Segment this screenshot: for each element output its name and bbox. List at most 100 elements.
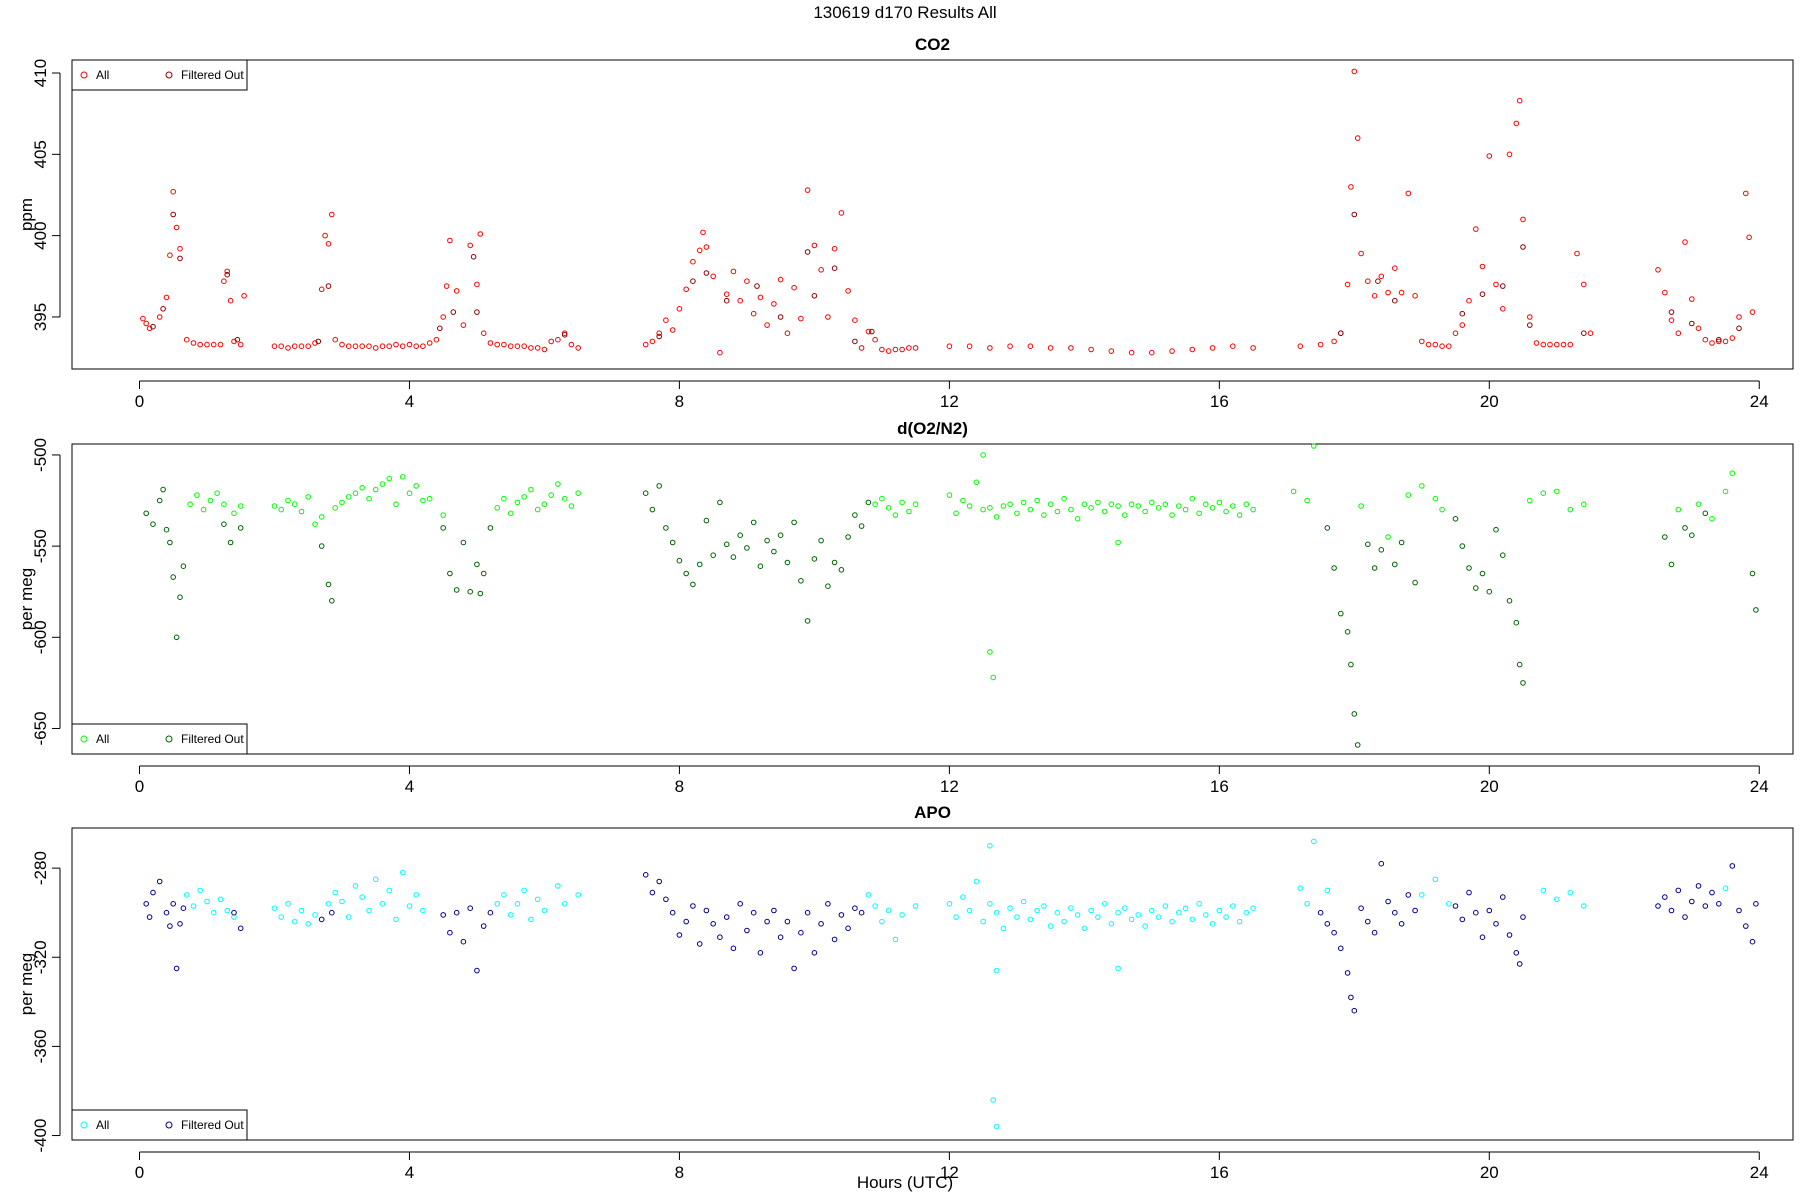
data-point: [207, 497, 214, 504]
data-point: [285, 497, 291, 504]
data-point: [177, 245, 183, 252]
data-point: [906, 508, 912, 515]
data-point: [1344, 281, 1351, 288]
data-point: [831, 559, 838, 566]
data-point: [1128, 349, 1135, 356]
data-point: [669, 909, 676, 916]
data-point: [177, 921, 183, 927]
data-point: [487, 909, 494, 916]
data-point: [899, 346, 905, 353]
data-point: [1378, 273, 1385, 280]
data-point: [825, 901, 831, 907]
data-point: [1348, 994, 1354, 1001]
data-point: [791, 284, 797, 291]
data-point: [1459, 543, 1466, 549]
data-point: [858, 909, 865, 916]
data-point: [649, 506, 656, 513]
data-point: [177, 594, 183, 601]
data-point: [703, 270, 710, 276]
x-tick-label: 8: [675, 777, 684, 796]
data-point: [501, 495, 507, 502]
data-point: [845, 534, 851, 540]
data-point: [1209, 345, 1216, 351]
data-point: [1479, 291, 1486, 298]
data-point: [453, 288, 460, 294]
data-point: [1500, 283, 1506, 289]
data-point: [163, 526, 170, 533]
data-point: [1581, 330, 1587, 337]
data-point: [1729, 470, 1736, 477]
data-point: [315, 338, 322, 345]
data-point: [1007, 905, 1013, 912]
data-point: [318, 916, 325, 923]
data-point: [1398, 921, 1405, 927]
x-tick-label: 16: [1210, 1163, 1229, 1182]
data-point: [1446, 901, 1452, 907]
x-tick-label: 24: [1750, 1163, 1769, 1182]
data-point: [406, 490, 413, 497]
data-point: [541, 346, 548, 353]
data-point: [757, 950, 764, 956]
data-point: [1419, 892, 1425, 898]
data-point: [966, 343, 973, 350]
data-point: [406, 341, 413, 348]
data-point: [329, 211, 335, 218]
data-point: [1169, 512, 1175, 518]
data-point: [1439, 506, 1445, 513]
y-tick-label: -650: [31, 711, 50, 745]
data-point: [663, 525, 669, 531]
data-point: [237, 503, 244, 509]
data-point: [163, 909, 170, 916]
data-point: [744, 545, 750, 551]
data-point: [1675, 887, 1682, 894]
data-point: [1385, 289, 1391, 296]
data-point: [717, 934, 723, 941]
data-point: [1446, 343, 1452, 350]
data-point: [440, 512, 447, 518]
data-point: [879, 918, 885, 925]
data-point: [1149, 349, 1155, 356]
plot-frame: [71, 827, 1794, 1141]
data-point: [470, 253, 477, 260]
data-point: [1516, 961, 1523, 967]
data-point: [1466, 297, 1472, 304]
x-axis-label: Hours (UTC): [857, 1173, 953, 1192]
data-point: [440, 912, 447, 918]
data-point: [885, 907, 892, 914]
data-point: [561, 332, 568, 338]
data-point: [1149, 499, 1155, 506]
data-point: [1392, 909, 1398, 916]
data-point: [1392, 297, 1398, 304]
legend: All Filtered Out: [71, 723, 248, 755]
data-point: [1344, 970, 1351, 976]
data-point: [1473, 226, 1479, 232]
data-point: [642, 872, 649, 878]
data-point: [798, 578, 804, 584]
data-point: [339, 341, 345, 348]
data-point: [1540, 490, 1547, 497]
data-point: [993, 1123, 1000, 1130]
data-point: [305, 343, 312, 350]
y-tick-label: 405: [31, 140, 50, 168]
data-point: [1371, 929, 1378, 936]
data-point: [1702, 336, 1709, 343]
data-point: [717, 499, 723, 506]
data-point: [838, 567, 845, 573]
data-point: [1662, 534, 1668, 540]
data-point: [784, 918, 791, 925]
data-point: [1189, 495, 1196, 502]
data-point: [1209, 505, 1216, 511]
data-point: [1047, 923, 1054, 929]
data-point: [723, 914, 730, 920]
data-point: [1689, 320, 1695, 327]
data-point: [811, 556, 818, 562]
data-point: [710, 273, 717, 280]
data-point: [156, 314, 163, 320]
data-point: [1662, 289, 1668, 296]
data-point: [1348, 661, 1354, 668]
x-tick-label: 12: [940, 1163, 959, 1182]
data-point: [453, 587, 460, 593]
data-point: [1702, 903, 1709, 909]
data-point: [1135, 912, 1142, 918]
